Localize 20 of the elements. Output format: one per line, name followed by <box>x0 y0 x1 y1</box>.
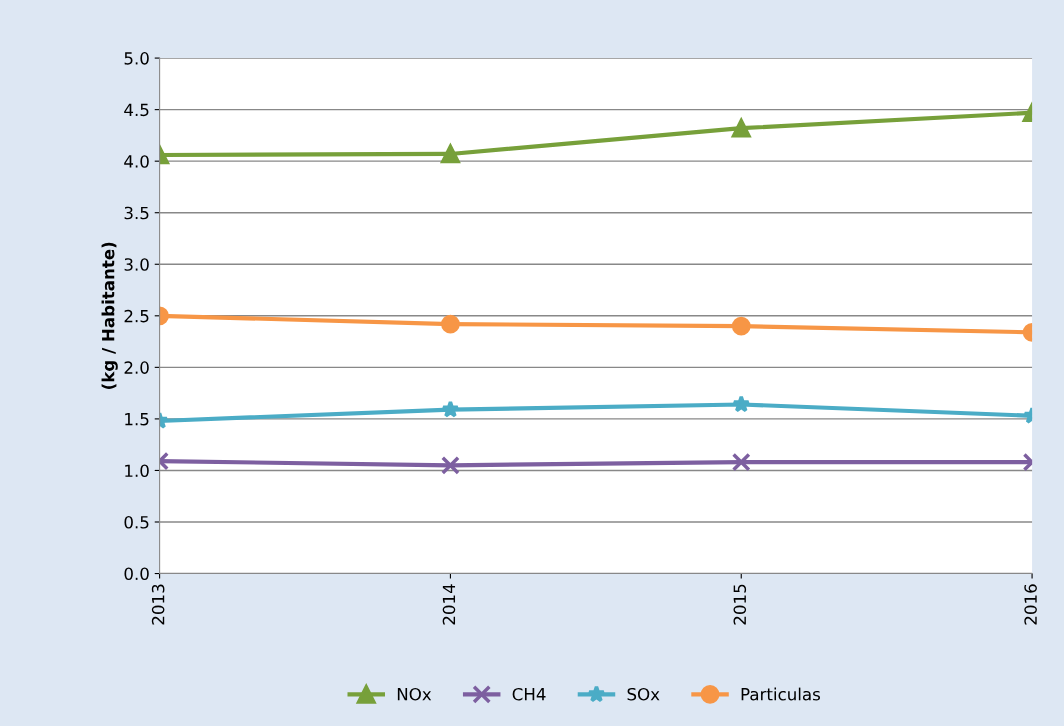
legend-label: SOx <box>627 687 660 701</box>
legend-label: Particulas <box>741 687 821 701</box>
y-tick-label: 4.0 <box>124 155 149 168</box>
legend-label: CH4 <box>512 687 546 701</box>
y-tick-label: 1.5 <box>125 413 149 426</box>
y-tick-label: 0.5 <box>124 515 149 529</box>
y-axis-title: (kg / Habitante) <box>101 242 118 389</box>
y-tick-label: 5.0 <box>124 52 149 65</box>
y-tick-label: 4.5 <box>124 103 149 117</box>
x-tick-label: 2016 <box>1024 584 1037 625</box>
y-tick-label: 2.0 <box>124 361 149 374</box>
y-tick-label: 0.0 <box>124 567 149 581</box>
x-tick-label: 2013 <box>151 584 165 625</box>
y-tick-label: 1.0 <box>125 464 149 478</box>
y-tick-label: 2.5 <box>124 309 149 323</box>
y-tick-label: 3.0 <box>124 258 149 271</box>
x-tick-label: 2015 <box>733 584 747 625</box>
y-tick-label: 3.5 <box>124 206 149 220</box>
legend-label: NOx <box>397 687 432 701</box>
x-tick-label: 2014 <box>442 584 456 625</box>
